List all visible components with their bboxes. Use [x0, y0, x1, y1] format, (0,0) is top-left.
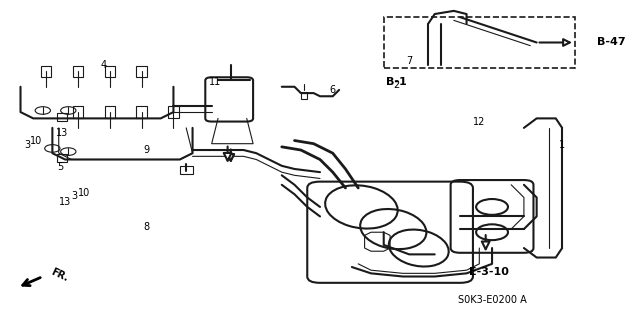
Text: 5: 5	[57, 162, 63, 172]
Text: 1: 1	[559, 140, 565, 150]
Text: 12: 12	[473, 116, 486, 127]
Bar	[168, 106, 179, 118]
Bar	[180, 166, 193, 174]
Text: 3: 3	[72, 191, 77, 201]
Text: 10: 10	[30, 136, 43, 146]
Text: B-47: B-47	[597, 38, 626, 48]
Text: 13: 13	[56, 128, 68, 137]
Bar	[104, 106, 115, 118]
Text: 8: 8	[143, 222, 150, 233]
Bar	[73, 66, 83, 77]
Bar	[384, 17, 575, 68]
Text: B-1: B-1	[386, 77, 407, 87]
Text: 4: 4	[100, 60, 106, 70]
Text: 9: 9	[143, 145, 150, 155]
Text: 7: 7	[406, 56, 412, 66]
Text: S0K3-E0200 A: S0K3-E0200 A	[458, 295, 527, 305]
Bar	[57, 154, 67, 162]
Bar	[73, 106, 83, 118]
Bar	[57, 113, 67, 121]
Text: 13: 13	[59, 197, 71, 207]
Text: FR.: FR.	[49, 267, 70, 283]
Bar	[104, 66, 115, 77]
Bar	[136, 66, 147, 77]
Bar	[301, 92, 307, 100]
Text: 6: 6	[330, 85, 336, 95]
Text: 2: 2	[394, 80, 399, 90]
Text: 10: 10	[78, 188, 90, 198]
Text: 11: 11	[209, 77, 221, 87]
Text: E-3-10: E-3-10	[469, 267, 509, 277]
Text: 3: 3	[24, 140, 30, 150]
Bar	[136, 106, 147, 118]
Bar	[41, 66, 51, 77]
